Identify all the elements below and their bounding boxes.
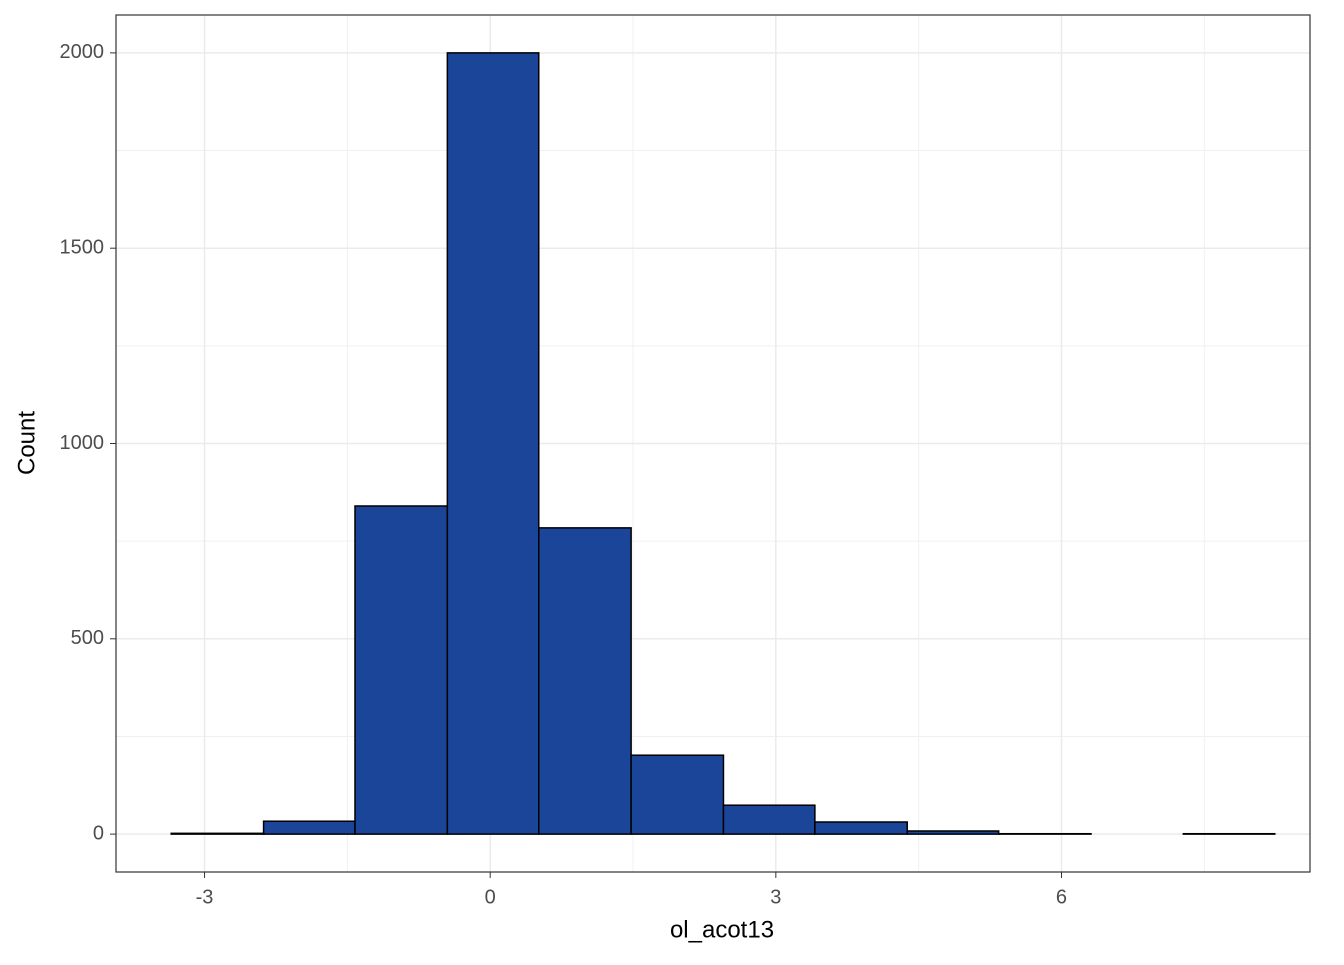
y-tick-label: 1500 — [60, 236, 105, 258]
x-tick-label: -3 — [196, 886, 214, 908]
x-tick-label: 3 — [770, 886, 781, 908]
bar — [447, 53, 538, 834]
y-tick-label: 0 — [93, 822, 104, 844]
bar — [355, 506, 447, 834]
bar — [815, 822, 907, 834]
y-tick-label: 500 — [71, 627, 104, 649]
bar — [171, 833, 263, 834]
bar — [539, 528, 631, 834]
x-tick-label: 6 — [1056, 886, 1067, 908]
y-axis-label: Count — [13, 411, 40, 475]
bar — [907, 831, 998, 834]
x-axis-label: ol_acot13 — [670, 916, 774, 943]
y-tick-label: 1000 — [60, 432, 105, 454]
bar — [631, 755, 723, 834]
y-tick-label: 2000 — [60, 41, 105, 63]
x-tick-label: 0 — [485, 886, 496, 908]
bar — [264, 821, 355, 834]
bar — [723, 805, 814, 834]
